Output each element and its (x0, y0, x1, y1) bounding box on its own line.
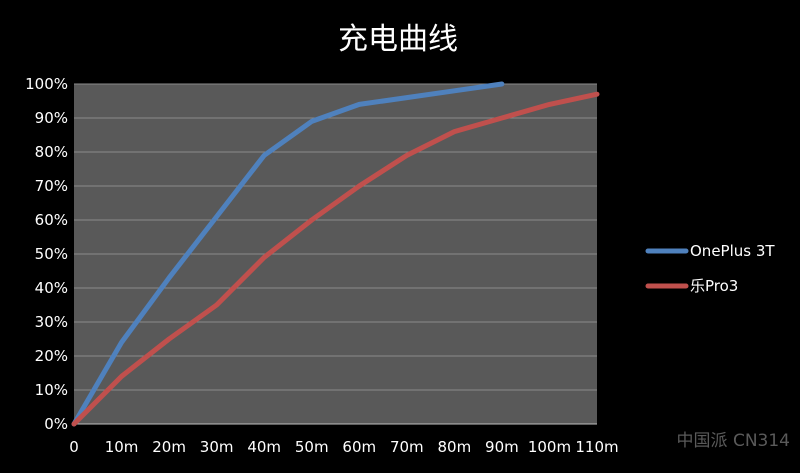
x-tick-label: 0 (69, 438, 79, 456)
chart-title: 充电曲线 (338, 22, 458, 57)
y-tick-label: 100% (25, 75, 68, 93)
y-axis-ticks: 0% 10% 20% 30% 40% 50% 60% 70% 80% 90% 100% (25, 75, 68, 433)
x-tick-label: 110m (575, 438, 618, 456)
y-tick-label: 80% (35, 143, 68, 161)
y-tick-label: 30% (35, 313, 68, 331)
watermark-text: 中国派 CN314 (677, 431, 790, 451)
x-tick-label: 100m (528, 438, 571, 456)
x-tick-label: 70m (390, 438, 424, 456)
x-tick-label: 50m (295, 438, 329, 456)
y-tick-label: 90% (35, 109, 68, 127)
x-tick-label: 10m (105, 438, 139, 456)
y-tick-label: 70% (35, 177, 68, 195)
legend-label: 乐Pro3 (690, 277, 738, 295)
x-tick-label: 30m (200, 438, 234, 456)
watermark: 中国派 CN314 (677, 431, 790, 451)
x-tick-label: 90m (485, 438, 519, 456)
series-line-2 (71, 91, 600, 427)
legend-label: OnePlus 3T (690, 242, 775, 260)
y-tick-label: 60% (35, 211, 68, 229)
y-tick-label: 0% (44, 415, 68, 433)
y-tick-label: 20% (35, 347, 68, 365)
x-axis-ticks: 0 10m 20m 30m 40m 50m 60m 70m 80m 90m 100m 110m (69, 438, 618, 456)
y-tick-label: 40% (35, 279, 68, 297)
gridlines (74, 83, 597, 425)
series-line-1 (71, 81, 505, 427)
x-tick-label: 40m (247, 438, 281, 456)
x-tick-label: 60m (342, 438, 376, 456)
y-tick-label: 50% (35, 245, 68, 263)
y-tick-label: 10% (35, 381, 68, 399)
x-tick-label: 80m (438, 438, 472, 456)
series-lines (71, 81, 600, 427)
x-tick-label: 20m (152, 438, 186, 456)
legend: OnePlus 3T 乐Pro3 (645, 242, 775, 295)
